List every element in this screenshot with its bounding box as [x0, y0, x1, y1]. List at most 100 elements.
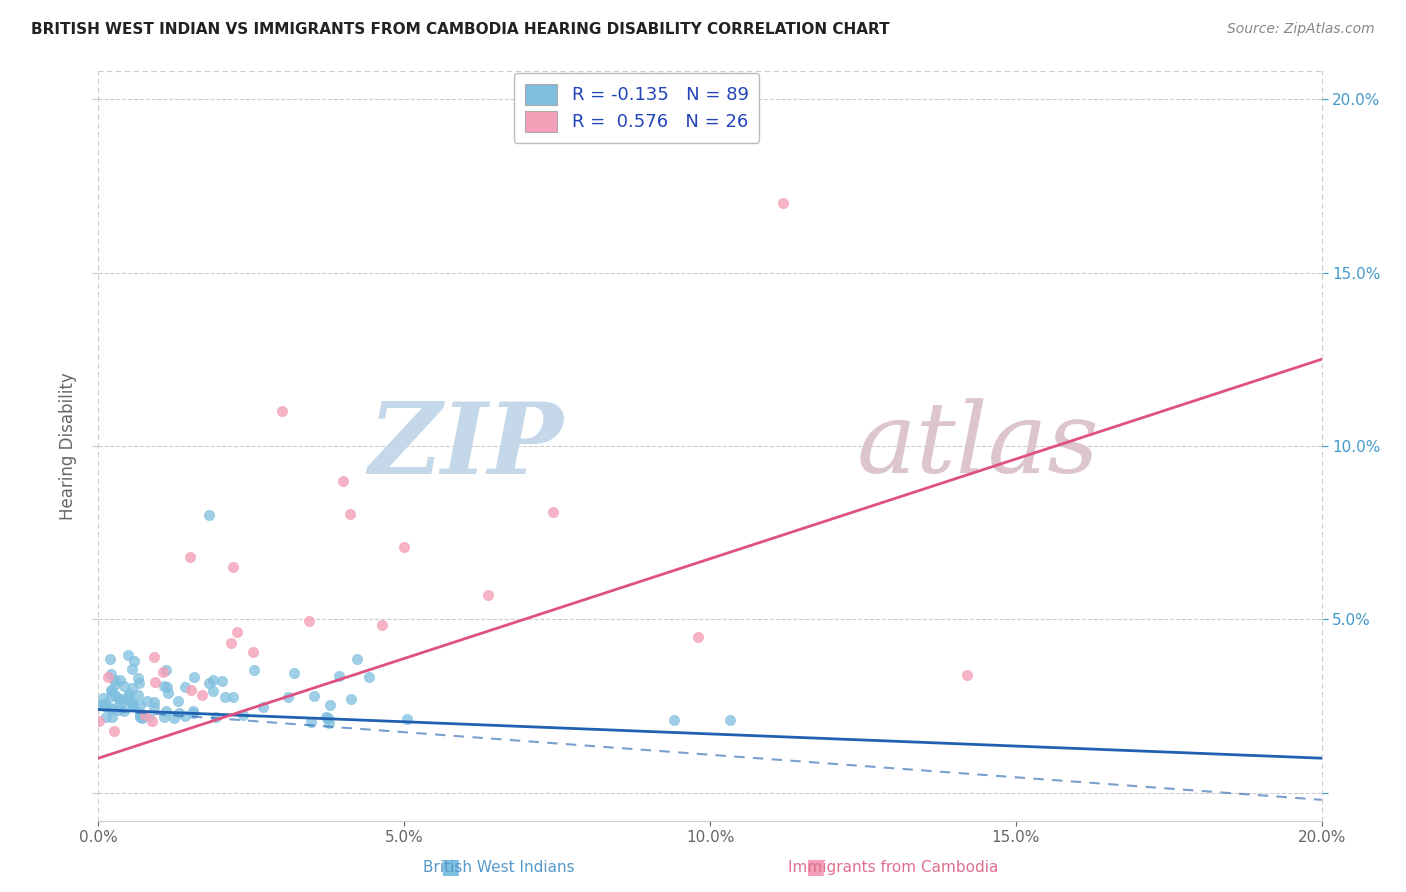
- Text: atlas: atlas: [856, 399, 1099, 493]
- Point: [129, 706, 152, 720]
- Point: [138, 709, 160, 723]
- Point: [242, 663, 264, 677]
- Point: [202, 673, 225, 688]
- Point: [219, 635, 242, 649]
- Text: British West Indians: British West Indians: [423, 860, 575, 874]
- Point: [101, 702, 124, 716]
- Point: [222, 560, 245, 574]
- Point: [180, 683, 202, 698]
- Text: ■: ■: [806, 857, 825, 877]
- Point: [112, 704, 135, 718]
- Point: [107, 690, 129, 705]
- Text: Immigrants from Cambodia: Immigrants from Cambodia: [787, 860, 998, 874]
- Point: [157, 686, 180, 700]
- Point: [315, 710, 337, 724]
- Text: Source: ZipAtlas.com: Source: ZipAtlas.com: [1227, 22, 1375, 37]
- Point: [298, 614, 321, 628]
- Point: [181, 704, 204, 718]
- Point: [339, 692, 361, 706]
- Point: [87, 714, 110, 729]
- Text: ■: ■: [440, 857, 460, 877]
- Point: [91, 691, 114, 706]
- Point: [134, 707, 156, 722]
- Point: [339, 507, 361, 521]
- Point: [252, 700, 274, 714]
- Point: [129, 698, 152, 712]
- Point: [197, 508, 219, 523]
- Point: [328, 669, 350, 683]
- Point: [121, 697, 143, 711]
- Point: [357, 670, 380, 684]
- Point: [101, 684, 124, 698]
- Point: [277, 690, 299, 705]
- Point: [122, 698, 145, 713]
- Point: [117, 648, 139, 662]
- Point: [299, 714, 322, 729]
- Point: [129, 710, 152, 724]
- Point: [94, 698, 117, 713]
- Point: [118, 687, 141, 701]
- Point: [103, 723, 125, 738]
- Point: [183, 706, 205, 720]
- Point: [131, 711, 153, 725]
- Point: [167, 706, 190, 720]
- Point: [135, 694, 157, 708]
- Point: [90, 698, 112, 713]
- Point: [108, 691, 131, 706]
- Point: [112, 679, 135, 693]
- Point: [396, 712, 419, 726]
- Point: [94, 696, 117, 710]
- Point: [541, 505, 564, 519]
- Point: [142, 699, 165, 714]
- Point: [174, 709, 197, 723]
- Point: [131, 710, 153, 724]
- Point: [346, 652, 368, 666]
- Point: [128, 676, 150, 690]
- Point: [283, 665, 305, 680]
- Point: [370, 618, 392, 632]
- Point: [222, 690, 245, 704]
- Point: [174, 680, 197, 694]
- Point: [156, 680, 179, 694]
- Point: [127, 688, 149, 702]
- Point: [108, 673, 131, 687]
- Point: [100, 710, 122, 724]
- Point: [100, 689, 122, 703]
- Point: [166, 694, 188, 708]
- Point: [128, 708, 150, 723]
- Point: [242, 645, 264, 659]
- Point: [686, 630, 709, 644]
- Point: [163, 710, 186, 724]
- Point: [205, 710, 228, 724]
- Point: [127, 671, 149, 685]
- Point: [100, 667, 122, 681]
- Point: [318, 716, 340, 731]
- Point: [104, 673, 127, 687]
- Point: [111, 695, 134, 709]
- Point: [211, 674, 233, 689]
- Point: [956, 668, 979, 682]
- Text: ZIP: ZIP: [368, 398, 564, 494]
- Point: [477, 588, 499, 602]
- Point: [142, 650, 165, 665]
- Point: [121, 698, 143, 712]
- Point: [115, 691, 138, 706]
- Point: [104, 688, 127, 702]
- Point: [201, 683, 224, 698]
- Point: [155, 663, 177, 677]
- Point: [142, 695, 165, 709]
- Point: [191, 688, 214, 702]
- Point: [121, 681, 143, 696]
- Point: [214, 690, 236, 705]
- Point: [97, 700, 120, 714]
- Point: [97, 670, 120, 684]
- Point: [302, 690, 325, 704]
- Point: [319, 698, 342, 713]
- Point: [104, 677, 127, 691]
- Point: [270, 404, 292, 418]
- Point: [662, 713, 685, 727]
- Y-axis label: Hearing Disability: Hearing Disability: [59, 372, 77, 520]
- Point: [108, 698, 131, 712]
- Point: [117, 690, 139, 704]
- Point: [93, 698, 115, 712]
